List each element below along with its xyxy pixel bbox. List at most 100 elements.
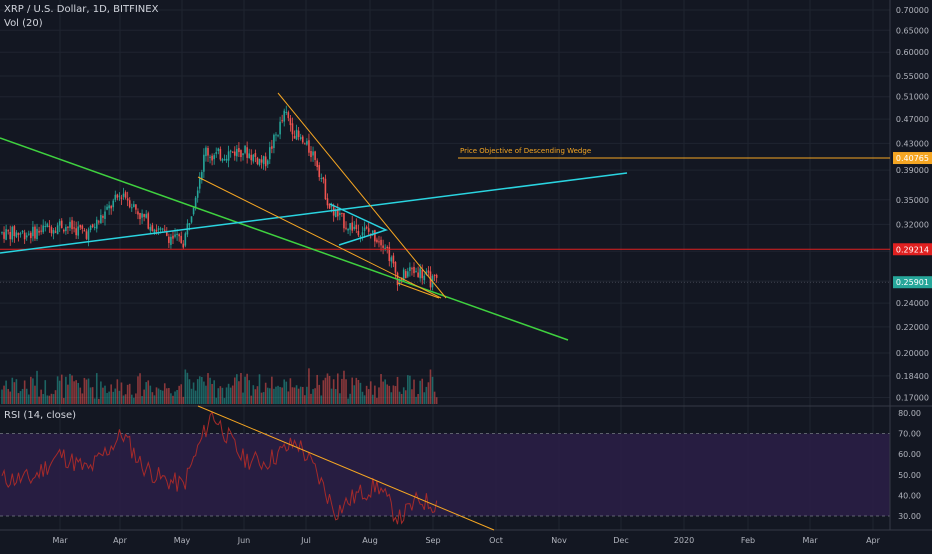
- volume-bar: [281, 387, 283, 404]
- candle-body: [108, 205, 110, 209]
- candlestick-series: [1, 105, 438, 291]
- candle-body: [326, 198, 329, 206]
- volume-bar: [108, 391, 110, 404]
- volume-bar: [244, 376, 246, 404]
- time-tick-label: Apr: [113, 536, 128, 545]
- volume-bar: [25, 388, 28, 404]
- volume-bar: [343, 370, 345, 404]
- volume-bar: [180, 384, 183, 404]
- volume-bar: [266, 387, 269, 404]
- candle-body: [281, 120, 283, 122]
- candle-body: [174, 234, 176, 237]
- volume-bar: [324, 377, 327, 404]
- volume-bar: [194, 390, 197, 404]
- volume-bar: [291, 387, 294, 404]
- resistance-price-tag-box: [893, 243, 932, 256]
- candle-body: [196, 190, 199, 198]
- candle-body: [19, 233, 22, 235]
- candle-body: [52, 230, 55, 234]
- volume-bar: [79, 387, 82, 404]
- candle-body: [81, 225, 84, 229]
- volume-bar: [209, 377, 211, 404]
- candle-body: [367, 228, 370, 232]
- volume-bar: [217, 388, 220, 404]
- candle-body: [250, 154, 253, 161]
- volume-bar: [23, 380, 26, 404]
- volume-indicator-label[interactable]: Vol (20): [4, 18, 43, 29]
- candle-body: [143, 214, 145, 217]
- volume-bar: [85, 379, 88, 404]
- volume-bar: [13, 382, 16, 404]
- time-axis: Mar Apr May Jun Jul Aug Sep Oct Nov Dec 2020 Feb Mar…: [52, 536, 880, 545]
- candle-body: [110, 205, 112, 209]
- candle-body: [153, 229, 156, 233]
- candle-body: [223, 159, 226, 161]
- candle-body: [390, 257, 393, 262]
- candle-body: [128, 200, 131, 208]
- time-tick-label: Apr: [866, 536, 881, 545]
- target-price-tag-label: 0.40765: [896, 154, 929, 163]
- volume-bar: [205, 385, 207, 404]
- time-tick-label: Jul: [300, 536, 311, 545]
- volume-bar: [242, 392, 244, 404]
- candle-body: [89, 225, 92, 231]
- candle-body: [283, 110, 286, 122]
- candle-body: [141, 213, 143, 218]
- volume-bar: [376, 397, 378, 404]
- volume-bar: [201, 377, 203, 404]
- volume-bar: [372, 394, 374, 404]
- candle-body: [361, 232, 364, 236]
- candle-body: [275, 134, 277, 136]
- candle-body: [301, 136, 304, 143]
- candle-body: [93, 226, 96, 229]
- candle-body: [32, 226, 34, 237]
- volume-bar: [398, 391, 401, 404]
- candle-body: [266, 160, 269, 165]
- volume-bar: [71, 375, 73, 404]
- volume-bar: [275, 386, 277, 404]
- candle-body: [330, 205, 333, 207]
- volume-bar: [40, 389, 42, 404]
- candle-body: [209, 156, 211, 158]
- candle-body: [392, 255, 395, 264]
- volume-bar: [32, 378, 34, 404]
- candle-body: [27, 233, 30, 235]
- volume-bar: [374, 385, 376, 404]
- candle-body: [3, 232, 5, 239]
- volume-bar: [178, 385, 180, 404]
- volume-bar: [3, 385, 5, 404]
- volume-bar: [203, 381, 205, 404]
- price-tick-label: 0.22000: [896, 323, 929, 332]
- rsi-indicator-label[interactable]: RSI (14, close): [4, 410, 77, 421]
- volume-bar: [81, 393, 84, 404]
- volume-bar: [223, 398, 226, 404]
- volume-bar: [402, 387, 405, 404]
- volume-bar: [349, 393, 351, 404]
- candle-body: [388, 247, 391, 262]
- candle-body: [180, 235, 183, 244]
- resistance-price-tag-label: 0.29214: [896, 245, 929, 254]
- rsi-trendline: [197, 405, 495, 531]
- volume-bar: [166, 388, 168, 404]
- candle-body: [295, 129, 298, 140]
- candle-body: [95, 219, 98, 229]
- candle-body: [1, 232, 3, 234]
- rsi-tick-label: 50.00: [898, 471, 921, 480]
- candle-body: [13, 226, 16, 237]
- volume-bar: [157, 388, 160, 404]
- volume-bar: [369, 381, 372, 404]
- volume-bar: [50, 393, 53, 404]
- candle-body: [324, 178, 327, 200]
- volume-bar: [299, 386, 302, 404]
- volume-bar: [122, 395, 125, 404]
- candle-body: [433, 274, 436, 276]
- volume-bar: [168, 388, 170, 404]
- candle-body: [219, 148, 222, 160]
- volume-bar: [295, 385, 298, 404]
- candle-body: [217, 148, 220, 152]
- candle-body: [56, 225, 59, 235]
- volume-bar: [254, 389, 257, 404]
- rsi-tick-label: 30.00: [898, 512, 921, 521]
